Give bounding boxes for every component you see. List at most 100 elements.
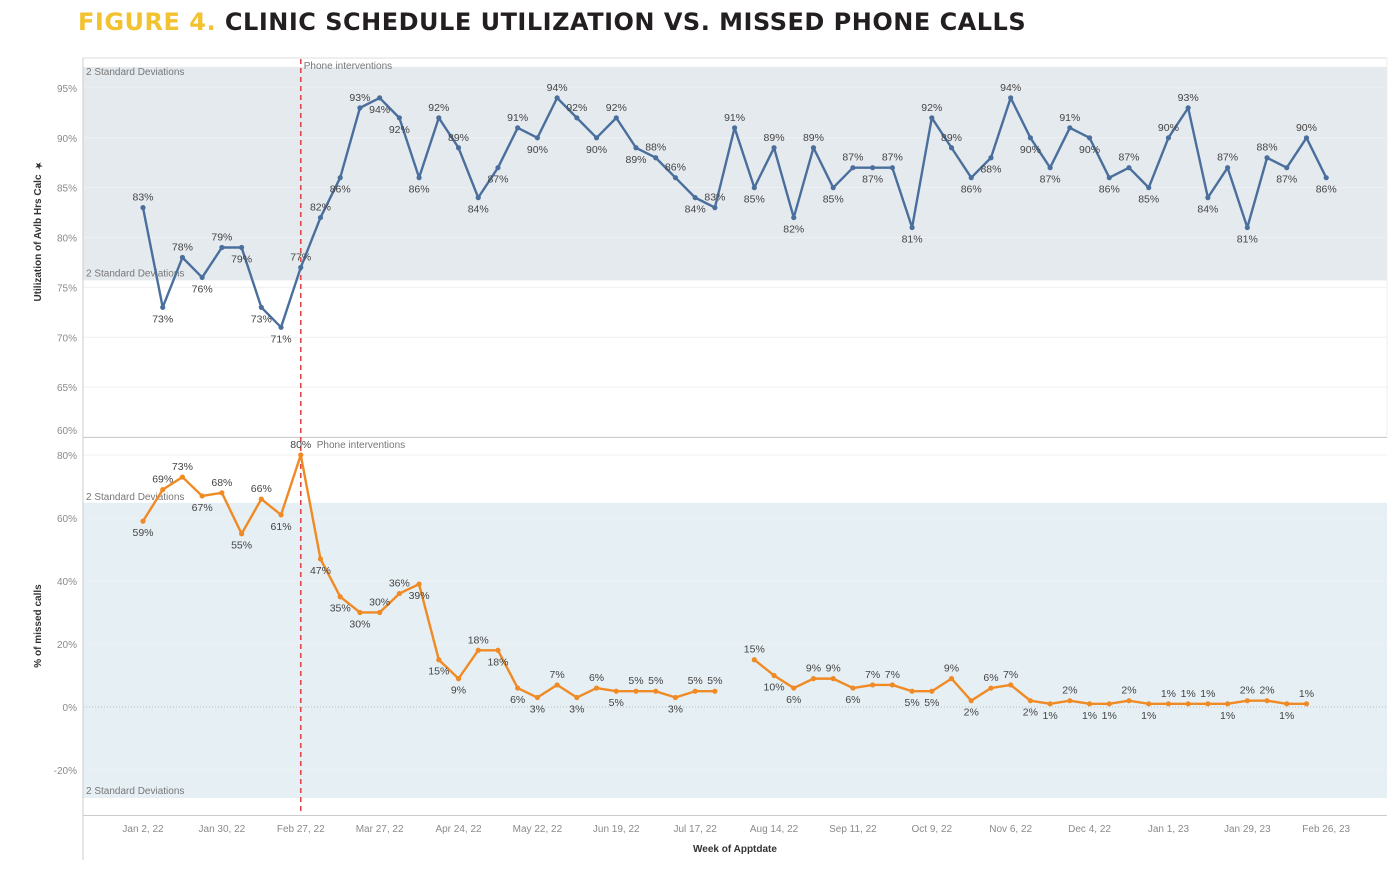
- data-label: 9%: [944, 663, 959, 675]
- missed-calls-point: [436, 657, 442, 663]
- utilization-point: [1205, 195, 1211, 201]
- missed-calls-point: [1205, 701, 1211, 707]
- data-label: 80%: [290, 439, 311, 451]
- y-tick-label: 65%: [57, 383, 77, 394]
- missed-calls-point: [357, 609, 363, 616]
- data-label: 79%: [211, 232, 232, 244]
- utilization-point: [771, 145, 777, 151]
- data-label: 47%: [310, 565, 331, 577]
- missed-calls-point: [1027, 698, 1033, 704]
- utilization-point: [1126, 165, 1132, 171]
- utilization-point: [1047, 165, 1053, 171]
- utilization-point: [1303, 135, 1310, 141]
- data-label: 1%: [1043, 710, 1058, 722]
- data-label: 84%: [1197, 204, 1218, 216]
- data-label: 5%: [688, 675, 703, 687]
- data-label: 30%: [349, 618, 370, 630]
- y-tick-label: -20%: [54, 766, 77, 777]
- data-label: 86%: [961, 184, 982, 196]
- data-label: 5%: [628, 675, 643, 687]
- missed-calls-point: [870, 682, 876, 688]
- utilization-point: [692, 195, 698, 201]
- missed-calls-point: [554, 682, 560, 688]
- top-y-axis-title: Utilization of Avlb Hrs Calc: [33, 174, 44, 301]
- x-tick-label: Nov 6, 22: [989, 824, 1032, 835]
- data-label: 94%: [369, 104, 390, 116]
- data-label: 86%: [1099, 184, 1120, 196]
- data-label: 82%: [310, 202, 331, 214]
- missed-calls-point: [298, 452, 304, 458]
- data-label: 66%: [251, 483, 272, 495]
- data-label: 9%: [806, 663, 821, 675]
- utilization-point: [810, 145, 817, 151]
- data-label: 2%: [1121, 685, 1136, 697]
- utilization-point: [574, 115, 580, 121]
- data-label: 6%: [845, 694, 860, 706]
- x-tick-label: Jun 19, 22: [593, 824, 640, 835]
- data-label: 73%: [172, 461, 193, 473]
- data-label: 86%: [665, 162, 686, 174]
- data-label: 2%: [1023, 707, 1038, 719]
- utilization-point: [712, 205, 718, 211]
- data-label: 9%: [826, 663, 841, 675]
- data-label: 6%: [786, 694, 801, 706]
- utilization-point: [1086, 135, 1093, 141]
- utilization-point: [534, 135, 541, 141]
- data-label: 7%: [865, 669, 880, 681]
- missed-calls-point: [475, 647, 481, 653]
- data-label: 1%: [1299, 688, 1314, 700]
- missed-calls-point: [239, 531, 245, 537]
- data-label: 87%: [1040, 174, 1061, 186]
- data-label: 89%: [941, 132, 962, 144]
- missed-calls-point: [534, 694, 541, 701]
- data-label: 7%: [550, 669, 565, 681]
- x-tick-label: Aug 14, 22: [750, 824, 799, 835]
- data-label: 1%: [1082, 710, 1097, 722]
- std-dev-upper-label: 2 Standard Deviations: [86, 492, 184, 503]
- missed-calls-point: [317, 556, 324, 562]
- x-tick-label: Jan 1, 23: [1148, 824, 1190, 835]
- utilization-point: [258, 304, 264, 310]
- utilization-point: [455, 145, 462, 151]
- missed-calls-point: [653, 688, 659, 694]
- utilization-point: [909, 224, 915, 231]
- data-label: 1%: [1200, 688, 1215, 700]
- missed-calls-point: [455, 676, 462, 682]
- data-label: 3%: [668, 704, 683, 716]
- data-label: 5%: [707, 675, 722, 687]
- data-label: 83%: [132, 192, 153, 204]
- missed-calls-point: [1008, 682, 1014, 688]
- missed-calls-line: [141, 453, 715, 699]
- utilization-point: [791, 214, 797, 221]
- data-label: 2%: [1259, 685, 1274, 697]
- x-tick-label: Sep 11, 22: [829, 824, 877, 835]
- data-label: 78%: [172, 241, 193, 253]
- utilization-point: [850, 165, 856, 171]
- missed-calls-point: [1303, 701, 1310, 707]
- data-label: 90%: [1158, 122, 1179, 134]
- data-label: 88%: [645, 142, 666, 154]
- data-label: 1%: [1161, 688, 1176, 700]
- y-tick-label: 85%: [57, 184, 77, 195]
- missed-calls-point: [1126, 698, 1132, 704]
- x-tick-label: Jan 2, 22: [122, 824, 164, 835]
- data-label: 73%: [152, 313, 173, 325]
- data-label: 85%: [823, 194, 844, 206]
- data-label: 91%: [507, 112, 528, 124]
- utilization-point: [475, 195, 481, 201]
- utilization-point: [988, 155, 994, 161]
- data-label: 93%: [1178, 92, 1199, 104]
- data-label: 87%: [1118, 152, 1139, 164]
- missed-calls-point: [968, 698, 974, 704]
- data-label: 88%: [980, 164, 1001, 176]
- y-tick-label: 20%: [57, 640, 77, 651]
- x-tick-label: Jan 30, 22: [199, 824, 246, 835]
- utilization-point: [160, 304, 166, 310]
- data-label: 85%: [1138, 194, 1159, 206]
- utilization-point: [337, 175, 343, 181]
- data-label: 15%: [744, 644, 765, 656]
- utilization-point: [495, 165, 501, 171]
- utilization-point: [1323, 175, 1329, 181]
- missed-calls-point: [1047, 701, 1053, 707]
- data-label: 6%: [510, 694, 525, 706]
